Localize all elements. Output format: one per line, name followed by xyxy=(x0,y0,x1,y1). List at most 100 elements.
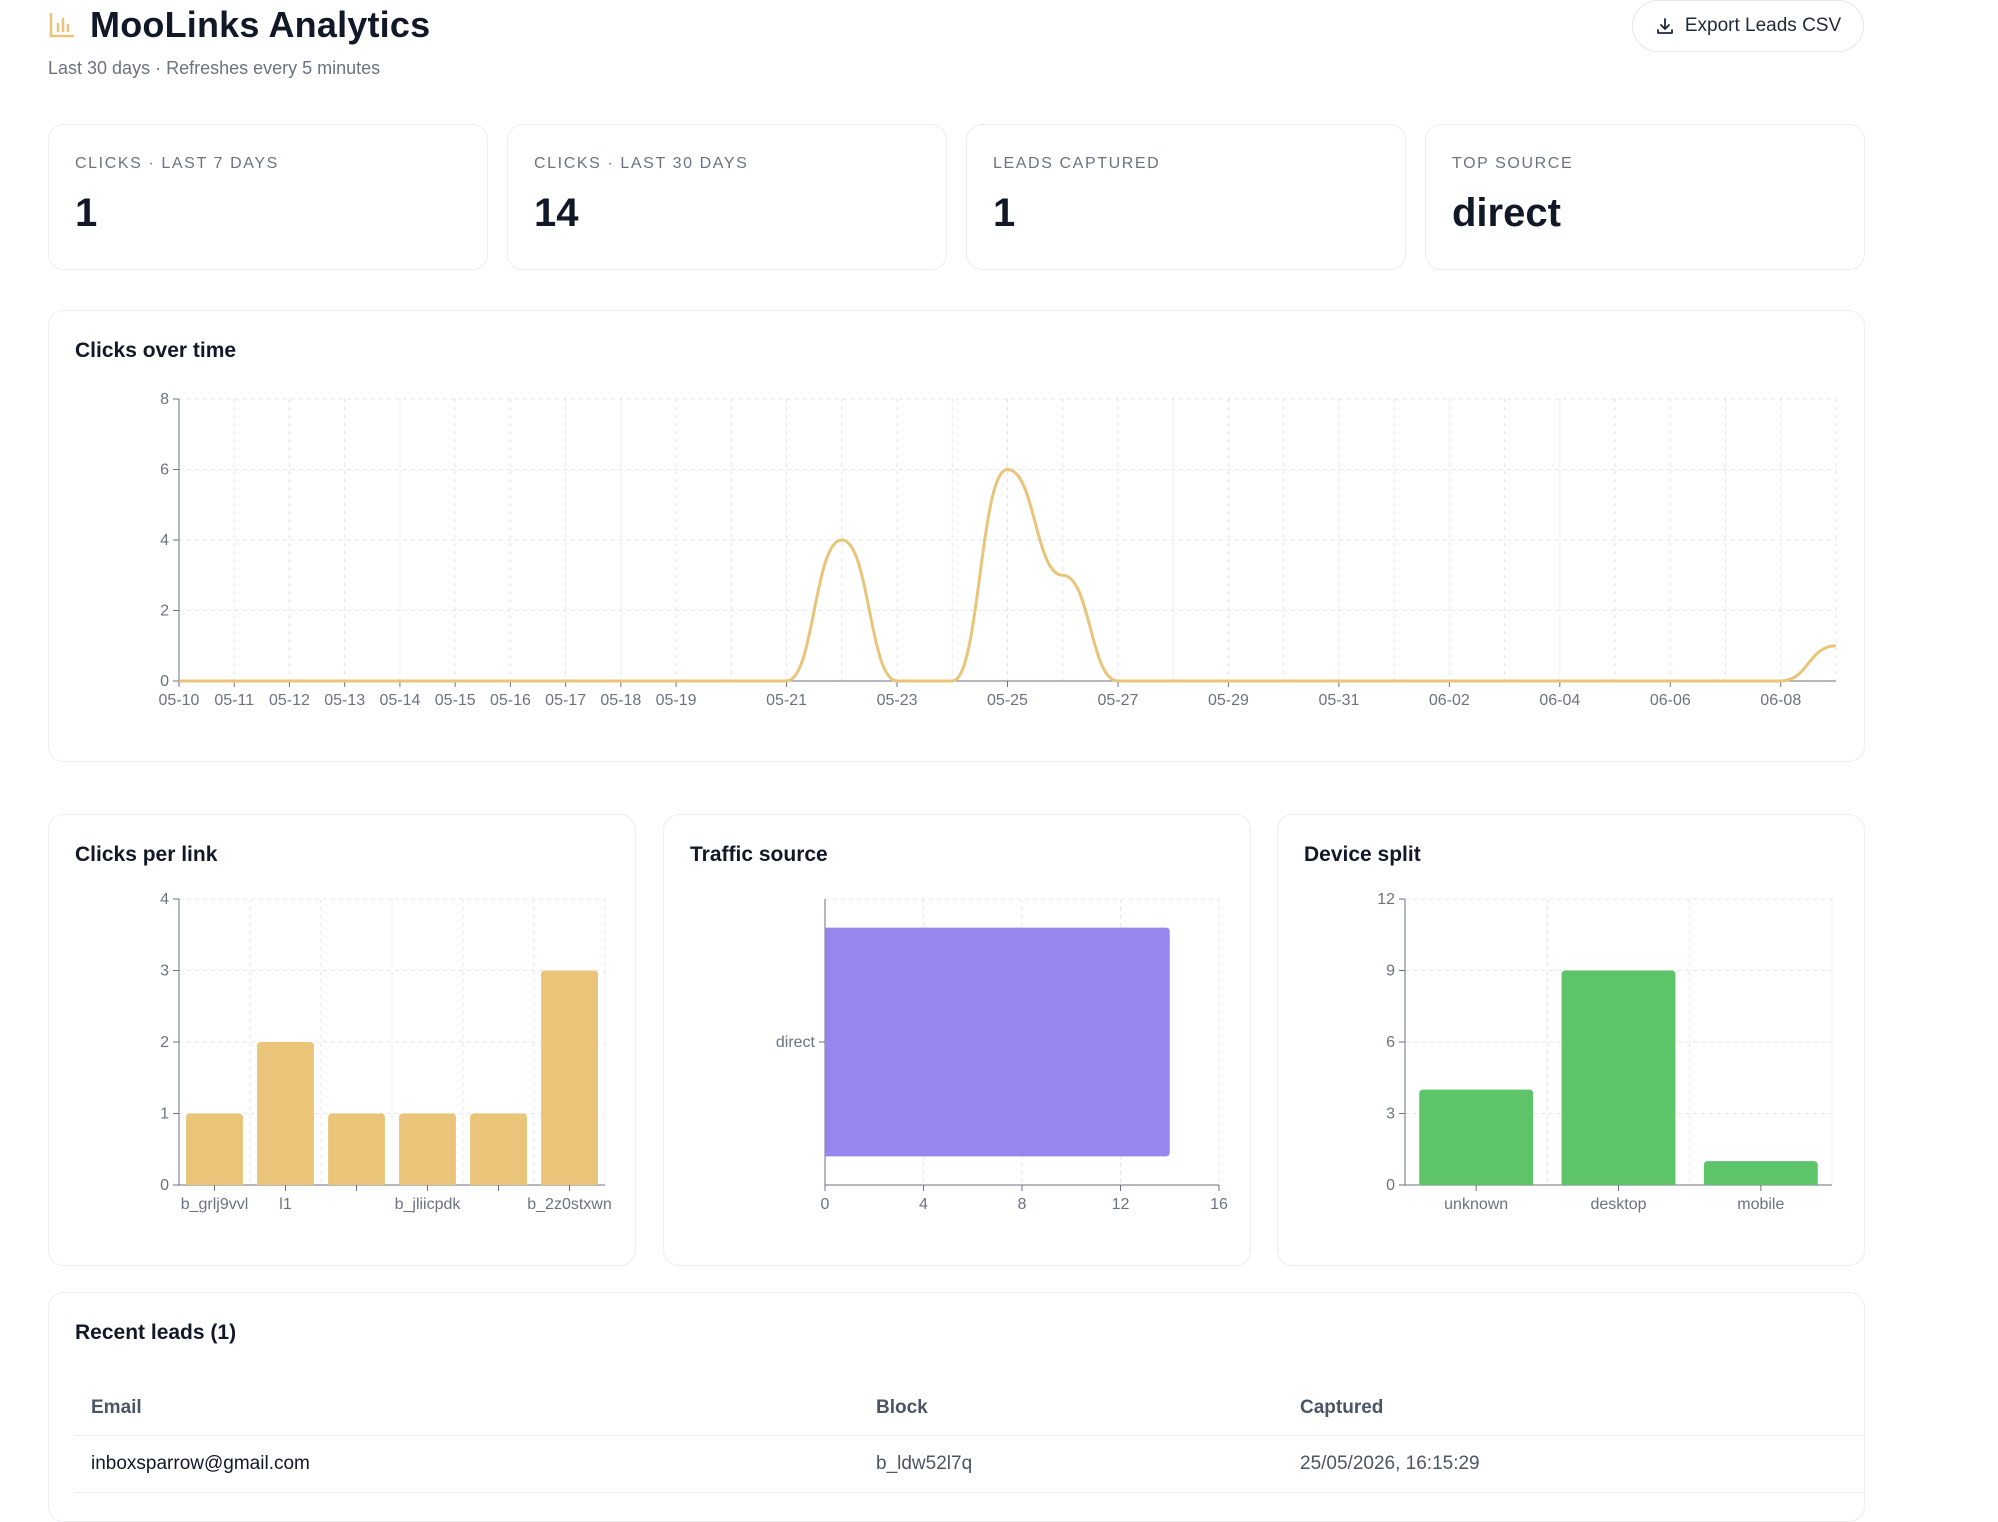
y-tick-label: 6 xyxy=(160,462,169,479)
recent-leads-card: Recent leads (1) Email Block Captured in… xyxy=(48,1292,1865,1522)
clicks-over-time-chart: 0 2 4 6 8 05-10 05-11 05-12 05-13 05-14 05-15 05-16… xyxy=(159,391,1837,709)
y-tick-label: 0 xyxy=(1386,1177,1395,1194)
page-title: MooLinks Analytics xyxy=(90,4,431,45)
x-tick-label: 05-25 xyxy=(987,692,1028,709)
x-tick-label: b_grlj9vvl xyxy=(181,1196,249,1213)
download-icon xyxy=(1656,18,1673,34)
y-tick-label: direct xyxy=(776,1034,816,1051)
stat-value: 1 xyxy=(993,191,1016,235)
export-leads-label: Export Leads CSV xyxy=(1684,15,1842,36)
stat-label: TOP SOURCE xyxy=(1452,155,1574,172)
clicks-per-link-card: Clicks per link 0 1 2 3 4 b_grlj9vvl l1 b_jliic… xyxy=(48,814,636,1266)
bar xyxy=(186,1113,243,1185)
bar xyxy=(1561,970,1676,1185)
export-leads-button[interactable]: Export Leads CSV xyxy=(1632,0,1864,52)
chart-title: Traffic source xyxy=(690,843,828,866)
y-tick-label: 2 xyxy=(160,603,169,620)
stat-card-leads-captured: LEADS CAPTURED 1 xyxy=(966,124,1406,270)
chart-title: Clicks over time xyxy=(75,339,237,362)
x-tick-label: l1 xyxy=(279,1196,292,1213)
x-tick-label: 8 xyxy=(1018,1196,1027,1213)
y-tick-label: 3 xyxy=(1386,1106,1395,1123)
x-tick-label: mobile xyxy=(1737,1196,1784,1213)
x-tick-label: desktop xyxy=(1590,1196,1646,1213)
bar-chart-icon xyxy=(49,12,75,38)
lead-captured: 25/05/2026, 16:15:29 xyxy=(1284,1435,1863,1493)
bar xyxy=(825,927,1170,1157)
stat-label: CLICKS · LAST 7 DAYS xyxy=(75,155,279,172)
chart-title: Clicks per link xyxy=(75,843,218,866)
x-tick-label: 05-23 xyxy=(877,692,918,709)
y-tick-label: 8 xyxy=(160,391,169,408)
y-tick-label: 2 xyxy=(160,1034,169,1051)
x-tick-label: 05-12 xyxy=(269,692,310,709)
x-tick-label: 06-04 xyxy=(1539,692,1580,709)
x-tick-label: 0 xyxy=(821,1196,830,1213)
bar xyxy=(541,970,598,1185)
x-tick-label: 05-19 xyxy=(656,692,697,709)
chart-title: Device split xyxy=(1304,843,1421,866)
x-tick-label: 05-15 xyxy=(435,692,476,709)
bar xyxy=(470,1113,527,1185)
clicks-series-line xyxy=(178,467,1837,683)
y-tick-label: 3 xyxy=(160,963,169,980)
bar xyxy=(257,1042,314,1185)
stat-value: 1 xyxy=(75,191,98,235)
stat-label: CLICKS · LAST 30 DAYS xyxy=(534,155,749,172)
x-tick-label: 05-17 xyxy=(545,692,586,709)
y-tick-label: 4 xyxy=(160,891,169,908)
page-header: MooLinks Analytics xyxy=(48,4,430,46)
x-tick-label: 05-31 xyxy=(1318,692,1359,709)
device-split-chart: 0 3 6 9 12 unknown desktop mobile xyxy=(1377,891,1833,1213)
x-tick-label: 4 xyxy=(919,1196,928,1213)
y-tick-label: 9 xyxy=(1386,963,1395,980)
y-tick-label: 1 xyxy=(160,1106,169,1123)
y-tick-label: 0 xyxy=(160,673,169,690)
x-tick-label: 05-14 xyxy=(379,692,420,709)
y-tick-label: 4 xyxy=(160,532,169,549)
page-subtitle: Last 30 days · Refreshes every 5 minutes xyxy=(48,58,381,78)
x-tick-label: 06-02 xyxy=(1429,692,1470,709)
column-header-block: Block xyxy=(860,1381,1284,1436)
table-row[interactable]: inboxsparrow@gmail.com b_ldw52l7q 25/05/… xyxy=(75,1435,1863,1493)
stat-label: LEADS CAPTURED xyxy=(993,155,1161,172)
traffic-source-chart: 0 4 8 12 16 direct xyxy=(776,898,1228,1213)
stat-value: direct xyxy=(1452,191,1561,235)
x-tick-label: 12 xyxy=(1112,1196,1130,1213)
x-tick-label: 16 xyxy=(1210,1196,1228,1213)
column-header-captured: Captured xyxy=(1284,1381,1863,1436)
y-tick-label: 0 xyxy=(160,1177,169,1194)
x-tick-label: 05-10 xyxy=(159,692,200,709)
leads-table: Email Block Captured inboxsparrow@gmail.… xyxy=(75,1381,1863,1493)
x-tick-label: 05-27 xyxy=(1098,692,1139,709)
lead-block: b_ldw52l7q xyxy=(860,1435,1284,1493)
x-tick-label: b_2z0stxwn xyxy=(527,1196,612,1213)
x-tick-label: 05-13 xyxy=(324,692,365,709)
lead-email: inboxsparrow@gmail.com xyxy=(75,1435,860,1493)
stat-card-clicks-30d: CLICKS · LAST 30 DAYS 14 xyxy=(507,124,947,270)
leads-title: Recent leads (1) xyxy=(75,1321,237,1344)
bar xyxy=(328,1113,385,1185)
y-tick-label: 6 xyxy=(1386,1034,1395,1051)
bar xyxy=(1419,1089,1534,1185)
stat-card-top-source: TOP SOURCE direct xyxy=(1425,124,1865,270)
y-tick-label: 12 xyxy=(1377,891,1395,908)
x-tick-label: unknown xyxy=(1444,1196,1508,1213)
x-tick-label: 06-08 xyxy=(1760,692,1801,709)
x-tick-label: 05-11 xyxy=(214,692,254,709)
x-tick-label: 06-06 xyxy=(1650,692,1691,709)
device-split-card: Device split 0 3 6 9 12 unknown desktop mobile xyxy=(1277,814,1865,1266)
traffic-source-card: Traffic source 0 4 8 12 16 direct xyxy=(663,814,1251,1266)
x-tick-label: 05-21 xyxy=(766,692,807,709)
table-header-row: Email Block Captured xyxy=(75,1381,1863,1436)
clicks-over-time-card: Clicks over time 0 2 4 6 8 05-10 05-11 05-12 05-… xyxy=(48,310,1865,762)
column-header-email: Email xyxy=(75,1381,860,1436)
x-tick-label: 05-16 xyxy=(490,692,531,709)
bar xyxy=(399,1113,456,1185)
x-tick-label: 05-18 xyxy=(600,692,641,709)
stat-card-clicks-7d: CLICKS · LAST 7 DAYS 1 xyxy=(48,124,488,270)
x-tick-label: 05-29 xyxy=(1208,692,1249,709)
x-tick-label: b_jliicpdk xyxy=(395,1196,462,1213)
stat-value: 14 xyxy=(534,191,579,235)
bar xyxy=(1703,1161,1818,1185)
